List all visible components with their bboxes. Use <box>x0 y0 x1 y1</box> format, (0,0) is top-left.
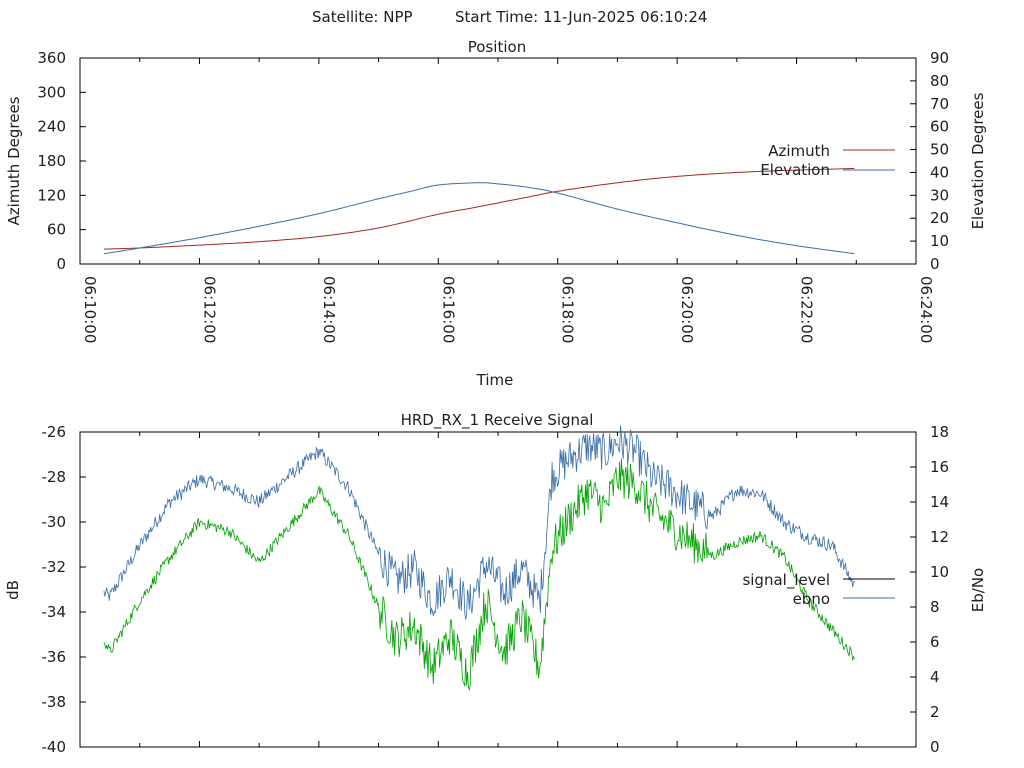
elevation-axis: 0 10 20 30 40 50 60 70 80 90 <box>910 49 949 273</box>
db-tick-label: -36 <box>42 648 67 666</box>
elevation-tick-label: 10 <box>930 232 949 250</box>
db-tick-label: -34 <box>42 603 67 621</box>
receive-signal-chart: HRD_RX_1 Receive Signal -40-38-36-34-32-… <box>4 411 987 756</box>
receive-signal-chart-title: HRD_RX_1 Receive Signal <box>401 411 594 430</box>
elevation-tick-label: 50 <box>930 141 949 159</box>
db-tick-label: -28 <box>42 468 67 486</box>
time-axis-label: Time <box>476 371 514 389</box>
azimuth-tick-label: 240 <box>37 118 66 136</box>
elevation-tick-label: 60 <box>930 118 949 136</box>
time-tick-label: 06:10:00 <box>81 276 99 343</box>
legend-elevation-label: Elevation <box>760 161 830 179</box>
db-tick-label: -32 <box>42 558 67 576</box>
elevation-tick-label: 70 <box>930 95 949 113</box>
db-axis: -40 -38 -36 -34 -32 -30 -28 -26 <box>42 423 86 756</box>
elevation-series-line <box>103 182 855 255</box>
ebno-tick-label: 16 <box>930 458 949 476</box>
time-tick-label: 06:14:00 <box>320 276 338 343</box>
ebno-tick-label: 8 <box>930 598 940 616</box>
azimuth-tick-label: 360 <box>37 49 66 67</box>
signal-level-series-line <box>103 458 855 692</box>
time-tick-label: 06:20:00 <box>678 276 696 343</box>
time-tick-label: 06:12:00 <box>200 276 218 343</box>
ebno-tick-label: 14 <box>930 493 949 511</box>
signal-time-axis <box>79 432 917 747</box>
azimuth-tick-label: 180 <box>37 152 66 170</box>
elevation-tick-label: 40 <box>930 163 949 181</box>
azimuth-axis-label: Azimuth Degrees <box>5 96 23 225</box>
azimuth-tick-label: 60 <box>47 221 66 239</box>
ebno-axis-label: Eb/No <box>969 568 987 612</box>
legend-ebno-label: ebno <box>793 590 830 608</box>
elevation-axis-label: Elevation Degrees <box>969 92 987 229</box>
ebno-series-line <box>103 425 855 620</box>
ebno-tick-label: 4 <box>930 668 940 686</box>
db-tick-label: -26 <box>42 423 67 441</box>
ebno-tick-label: 18 <box>930 423 949 441</box>
time-axis: 06:10:00 06:12:00 06:14:00 06:16:00 06:18:00… <box>79 58 935 343</box>
azimuth-series-line <box>103 167 855 250</box>
position-chart: Position 0 60 120 180 240 300 360 0 10 20 30 40 50 6… <box>5 38 987 389</box>
ebno-tick-label: 10 <box>930 563 949 581</box>
start-time-label: Start Time: 11-Jun-2025 06:10:24 <box>455 8 707 26</box>
signal-legend: signal_level ebno <box>742 571 895 608</box>
legend-azimuth-label: Azimuth <box>768 142 830 160</box>
satellite-label: Satellite: NPP <box>312 8 413 26</box>
time-tick-label: 06:16:00 <box>439 276 457 343</box>
signal-plot-frame <box>79 431 917 748</box>
elevation-tick-label: 30 <box>930 186 949 204</box>
ebno-tick-label: 2 <box>930 703 940 721</box>
azimuth-tick-label: 0 <box>56 255 66 273</box>
azimuth-tick-label: 120 <box>37 186 66 204</box>
ebno-tick-label: 6 <box>930 633 940 651</box>
db-tick-label: -30 <box>42 513 67 531</box>
elevation-tick-label: 80 <box>930 72 949 90</box>
elevation-tick-label: 0 <box>930 255 940 273</box>
position-chart-title: Position <box>468 38 526 56</box>
db-axis-label: dB <box>4 580 22 600</box>
ebno-tick-label: 0 <box>930 738 940 756</box>
time-tick-label: 06:22:00 <box>798 276 816 343</box>
elevation-tick-label: 20 <box>930 209 949 227</box>
time-tick-label: 06:24:00 <box>917 276 935 343</box>
position-legend: Azimuth Elevation <box>760 142 895 179</box>
legend-signal-level-label: signal_level <box>742 571 830 590</box>
ebno-axis: 0 2 4 6 8 10 12 14 16 18 <box>910 423 949 756</box>
db-tick-label: -38 <box>42 693 67 711</box>
elevation-tick-label: 90 <box>930 49 949 67</box>
ebno-tick-label: 12 <box>930 528 949 546</box>
time-tick-label: 06:18:00 <box>559 276 577 343</box>
db-tick-label: -40 <box>42 738 67 756</box>
azimuth-tick-label: 300 <box>37 83 66 101</box>
azimuth-axis: 0 60 120 180 240 300 360 <box>37 49 86 273</box>
